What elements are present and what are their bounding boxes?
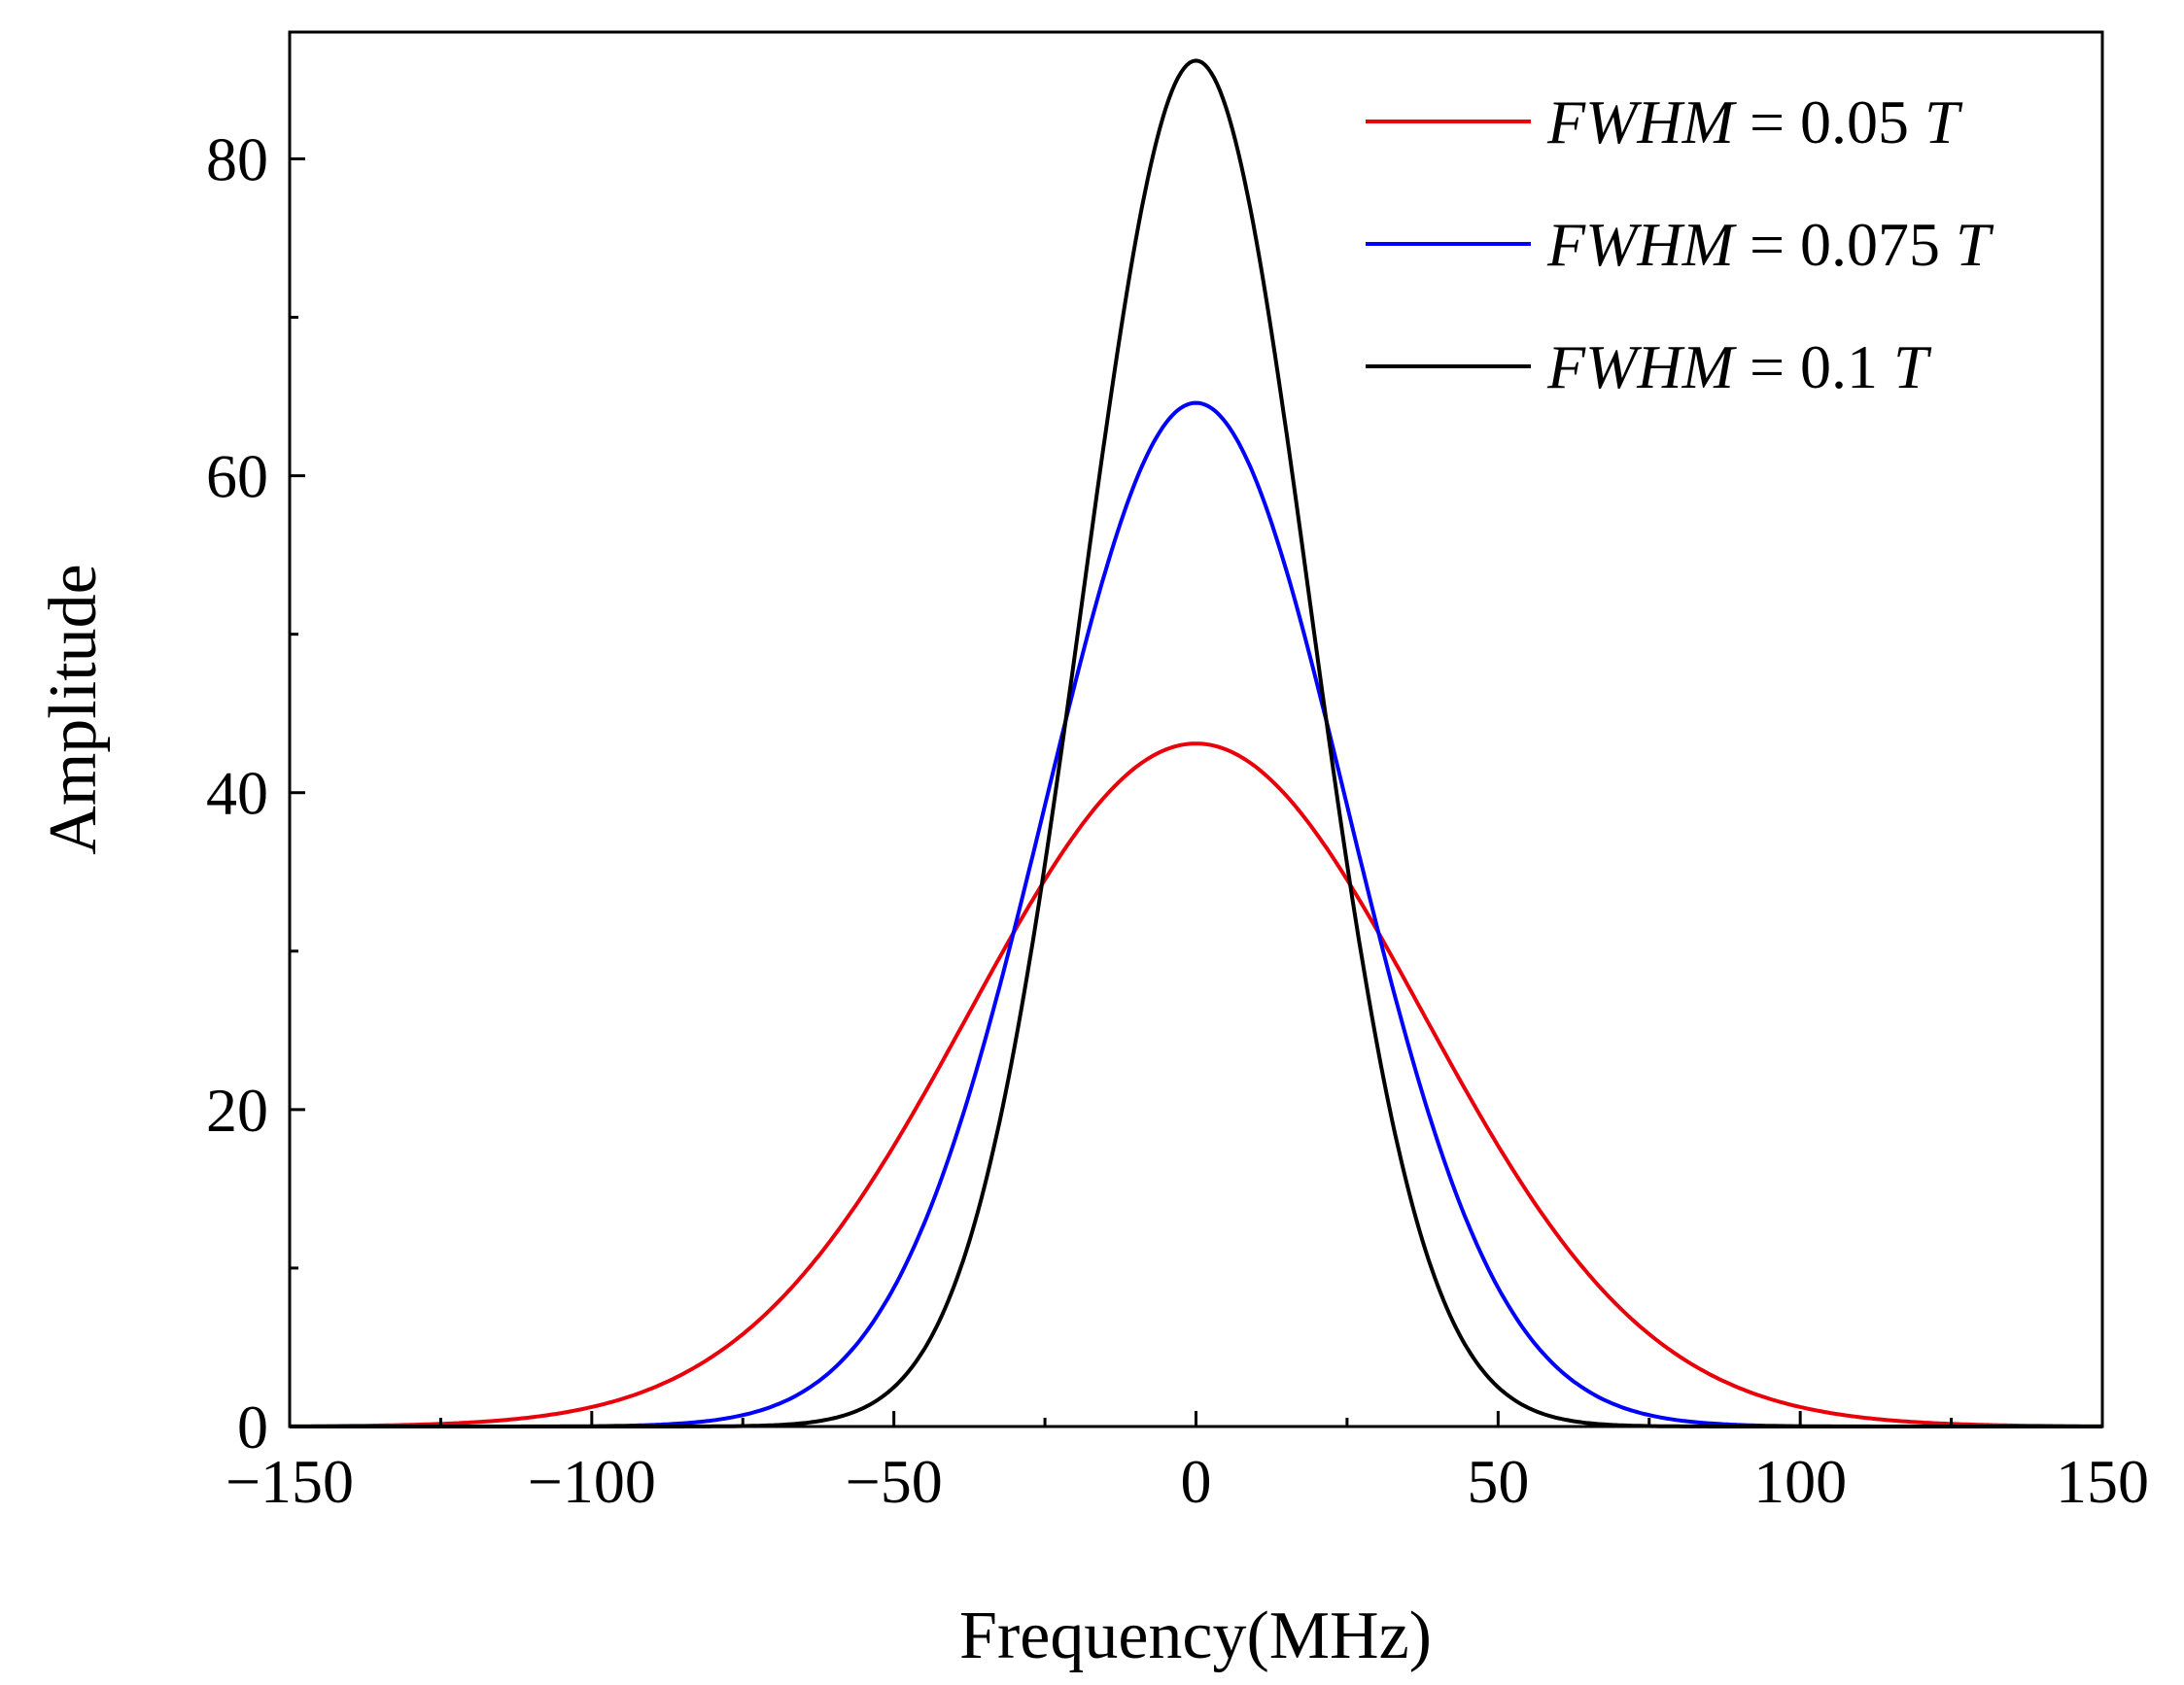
legend-label-3: FWHM = 0.1 T bbox=[1546, 332, 1932, 401]
y-tick-label: 0 bbox=[237, 1393, 268, 1461]
x-tick-label: 150 bbox=[2056, 1447, 2149, 1516]
y-axis-title: Amplitude bbox=[36, 564, 111, 854]
x-tick-label: −100 bbox=[528, 1447, 656, 1516]
x-tick-label: 50 bbox=[1467, 1447, 1529, 1516]
y-tick-label: 40 bbox=[206, 759, 268, 828]
y-tick-label: 20 bbox=[206, 1076, 268, 1145]
tick-labels: −150 −100 −50 0 50 100 150 0 20 40 60 80 bbox=[206, 124, 2149, 1516]
plot-frame bbox=[288, 30, 2104, 1428]
x-axis-title: Frequency(MHz) bbox=[959, 1599, 1432, 1673]
x-tick-label: 100 bbox=[1753, 1447, 1847, 1516]
series-line-2 bbox=[290, 400, 2102, 1428]
series-line-1 bbox=[290, 741, 2102, 1428]
x-tick-label: −50 bbox=[846, 1447, 943, 1516]
legend-label-2: FWHM = 0.075 T bbox=[1546, 210, 1994, 279]
x-tick-label: −150 bbox=[225, 1447, 354, 1516]
legend: FWHM = 0.05 T FWHM = 0.075 T FWHM = 0.1 T bbox=[1366, 87, 1994, 401]
x-tick-label: 0 bbox=[1181, 1447, 1212, 1516]
y-tick-label: 80 bbox=[206, 124, 268, 193]
y-tick-label: 60 bbox=[206, 442, 268, 511]
legend-label-1: FWHM = 0.05 T bbox=[1546, 87, 1963, 156]
